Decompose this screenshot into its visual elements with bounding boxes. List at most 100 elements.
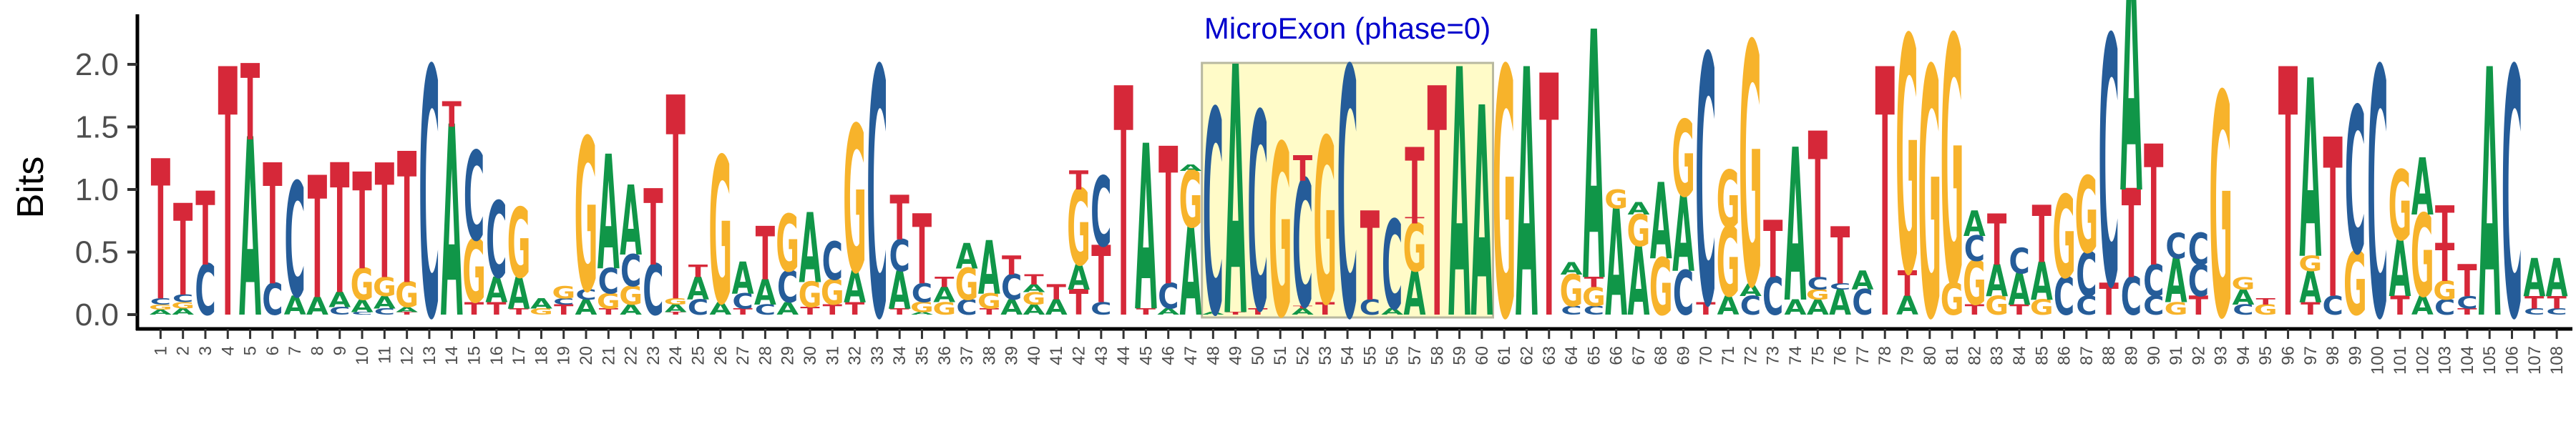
logo-letter-t: T (2009, 302, 2029, 318)
x-tick-label: 49 (1226, 346, 1246, 365)
logo-letter-t: T (173, 179, 192, 325)
x-tick-label: 85 (2032, 346, 2051, 365)
logo-letter-g: G (1896, 0, 1919, 347)
x-tick-label: 39 (1002, 346, 1022, 365)
logo-letter-g: G (1403, 209, 1427, 287)
logo-letter-a: A (1023, 282, 1045, 295)
logo-letter-c: C (262, 275, 283, 325)
logo-letter-c: C (643, 250, 663, 332)
logo-letter-t: T (1248, 307, 1267, 317)
logo-letter-a: A (374, 292, 396, 312)
x-tick-label: 72 (1741, 346, 1760, 365)
x-tick-label: 56 (1383, 346, 1402, 365)
logo-letter-g: G (575, 97, 598, 340)
logo-letter-t: T (1696, 298, 1716, 319)
logo-letter-g: G (1649, 242, 1673, 334)
logo-letter-t: T (1808, 92, 1828, 325)
logo-letter-t: T (240, 43, 260, 165)
logo-letter-c: C (822, 231, 843, 292)
logo-letter-t: T (912, 195, 932, 307)
logo-letter-c: C (2188, 225, 2209, 275)
logo-letter-c: C (172, 292, 193, 305)
logo-letter-c: C (351, 312, 372, 316)
logo-letter-a: A (1157, 307, 1179, 317)
x-tick-label: 14 (442, 346, 462, 365)
logo-letter-a: A (665, 302, 688, 315)
x-tick-label: 69 (1674, 346, 1694, 365)
logo-letter-c: C (620, 246, 641, 297)
logo-letter-c: C (1091, 157, 1111, 269)
y-axis-title: Bits (10, 157, 52, 219)
logo-letter-c: C (2188, 256, 2209, 307)
logo-letter-t: T (1965, 302, 1985, 318)
x-tick-label: 108 (2547, 346, 2567, 375)
logo-letter-t: T (2547, 292, 2567, 312)
logo-letter-t: T (397, 115, 416, 325)
x-tick-label: 23 (644, 346, 663, 365)
x-tick-label: 50 (1249, 346, 1268, 365)
logo-letter-g: G (552, 282, 575, 302)
logo-letter-t: T (1158, 109, 1178, 329)
logo-letter-g: G (462, 222, 486, 323)
logo-letter-g: G (2052, 172, 2076, 305)
logo-letter-c: C (1830, 282, 1850, 292)
x-tick-label: 64 (1562, 346, 1581, 365)
logo-letter-g: G (1739, 0, 1762, 362)
logo-letter-g: G (2074, 155, 2098, 277)
logo-letter-g: G (843, 86, 867, 319)
logo-letter-t: T (375, 132, 394, 315)
logo-letter-t: T (823, 302, 843, 318)
logo-letter-g: G (2232, 273, 2255, 294)
logo-letter-a: A (239, 89, 261, 373)
logo-letter-c: C (2054, 266, 2074, 327)
x-tick-label: 24 (666, 346, 686, 365)
logo-letter-t: T (890, 183, 910, 255)
logo-letter-a: A (2523, 247, 2545, 308)
logo-letter-t: T (1136, 307, 1156, 317)
logo-letter-c: C (889, 231, 910, 282)
logo-letter-c: C (1807, 273, 1828, 294)
logo-letter-c: C (2165, 226, 2186, 267)
logo-letter-t: T (1763, 204, 1782, 296)
logo-letter-a: A (1202, 312, 1224, 316)
logo-letter-t: T (599, 307, 618, 317)
logo-letter-a: A (351, 296, 374, 317)
logo-letter-t: T (733, 307, 752, 317)
x-tick-label: 93 (2212, 346, 2231, 365)
x-tick-label: 103 (2436, 346, 2455, 375)
logo-letter-t: T (330, 127, 349, 335)
x-tick-label: 32 (846, 346, 865, 365)
logo-letter-a: A (1851, 266, 1873, 297)
logo-letter-g: G (1963, 248, 1986, 320)
logo-letter-t: T (151, 122, 170, 345)
logo-letter-g: G (2433, 276, 2457, 307)
x-tick-label: 81 (1943, 346, 1962, 365)
logo-letter-t: T (800, 305, 820, 317)
logo-letter-t: T (756, 212, 775, 297)
logo-letter-t: T (666, 39, 686, 365)
x-tick-label: 28 (756, 346, 775, 365)
logo-letter-t: T (263, 130, 282, 323)
logo-letter-c: C (1001, 267, 1022, 308)
x-tick-label: 62 (1517, 346, 1536, 365)
logo-letter-a: A (844, 262, 866, 313)
x-tick-label: 68 (1652, 346, 1671, 365)
logo-letter-c: C (1360, 295, 1380, 320)
logo-letter-g: G (1269, 97, 1292, 370)
logo-letter-a: A (150, 308, 172, 316)
logo-letter-g: G (910, 300, 934, 315)
x-tick-label: 87 (2077, 346, 2097, 365)
logo-letter-t: T (980, 307, 999, 317)
x-tick-label: 60 (1473, 346, 1492, 365)
x-tick-label: 16 (487, 346, 507, 365)
logo-letter-g: G (2389, 152, 2412, 263)
x-tick-label: 95 (2256, 346, 2275, 365)
logo-letter-t: T (2390, 291, 2409, 322)
logo-letter-a: A (1180, 202, 1202, 344)
logo-letter-g: G (1717, 207, 1740, 319)
x-tick-label: 90 (2145, 346, 2164, 365)
logo-letter-c: C (732, 289, 753, 313)
logo-letter-t: T (1315, 298, 1335, 319)
logo-letter-a: A (396, 305, 419, 313)
